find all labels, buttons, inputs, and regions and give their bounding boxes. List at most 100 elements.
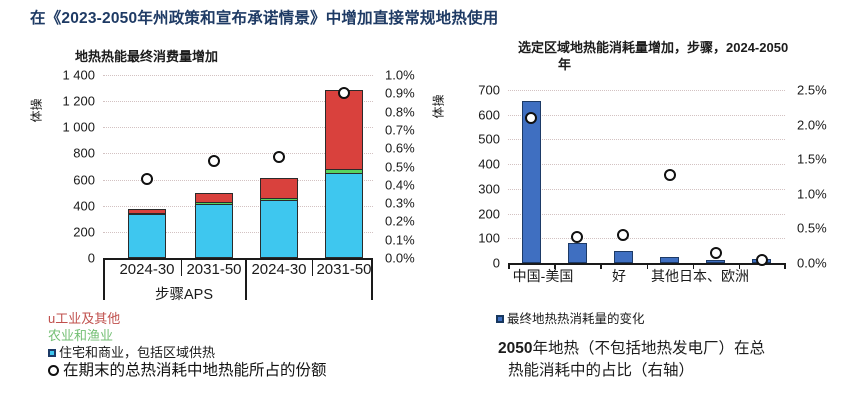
- left-plot-area: 步骤APS 0 200 400 600 800 1 000 1 200 1 400 0.0% 0.…: [62, 68, 414, 304]
- gridline: [508, 238, 785, 240]
- y-tick-label: 200: [73, 224, 95, 240]
- axis-tick: [738, 263, 741, 269]
- share-point-marker: [755, 253, 768, 266]
- gridline: [508, 90, 785, 91]
- y-tick-label: 1 400: [62, 67, 95, 83]
- stacked-bar: [195, 193, 233, 258]
- y-tick-label: 100: [478, 230, 500, 246]
- bar-segment: [260, 200, 298, 258]
- right-tick-label: 1.5%: [797, 151, 827, 167]
- right-chart-title: 选定区域地热能消耗量增加，步骤，2024-2050 年: [518, 40, 848, 74]
- bar-segment: [325, 173, 363, 258]
- right-tick-label: 1.0%: [385, 67, 415, 83]
- share-marker-icon: [48, 365, 59, 377]
- legend-item-agriculture: 农业和渔业: [48, 329, 327, 342]
- right-y-axis-label: 体操: [431, 94, 446, 119]
- share-point-marker: [571, 230, 584, 243]
- y-tick-label: 1 200: [62, 93, 95, 109]
- axis-tick: [554, 263, 556, 269]
- stacked-bar: [325, 90, 363, 258]
- axis-divider: [245, 258, 247, 300]
- bar-segment: [128, 214, 166, 258]
- right-chart: 选定区域地热能消耗量增加，步骤，2024-2050 年 体操 0 100 200 300…: [432, 40, 862, 400]
- right-tick-label: 0.3%: [385, 195, 415, 211]
- x-tick-label: 2024-30: [119, 261, 175, 278]
- gridline: [508, 114, 785, 116]
- left-chart: 地热热能最终消费量增加 体操 步骤APS 0 200 400 600 800 1 000 1…: [28, 40, 428, 400]
- gridline: [508, 139, 785, 141]
- share-point-marker: [525, 111, 538, 124]
- y-tick-label: 800: [73, 145, 95, 161]
- right-tick-label: 0.6%: [385, 140, 415, 156]
- y-tick-label: 600: [73, 172, 95, 188]
- right-tick-label: 0.8%: [385, 104, 415, 120]
- legend-item-industry: u工业及其他: [48, 312, 327, 325]
- gridline: [103, 205, 373, 207]
- bar-segment: [195, 204, 233, 258]
- right-tick-label: 0.5%: [797, 220, 827, 236]
- stacked-bar: [260, 178, 298, 258]
- y-tick-label: 0: [492, 255, 500, 271]
- bar: [706, 260, 726, 263]
- axis-tick: [180, 258, 182, 276]
- share-point-marker: [617, 229, 630, 242]
- y-tick-label: 600: [478, 107, 500, 123]
- y-tick-label: 400: [73, 198, 95, 214]
- share-point-marker: [273, 151, 285, 164]
- axis-tick: [508, 263, 510, 269]
- right-tick-label: 0.0%: [385, 250, 415, 266]
- gridline: [508, 213, 785, 215]
- y-tick-label: 300: [478, 181, 500, 197]
- group-label-steps: 步骤: [155, 287, 184, 303]
- caption-line2: 热能消耗中的占比（右轴）: [508, 362, 695, 380]
- right-tick-label: 2.0%: [797, 117, 827, 133]
- axis-tick: [692, 263, 695, 269]
- axis-divider: [103, 258, 105, 300]
- y-tick-label: 1 000: [62, 119, 95, 135]
- share-point-marker: [663, 169, 676, 182]
- x-tick-label: 好: [612, 268, 626, 284]
- right-title-line2: 年: [558, 56, 572, 72]
- axis-tick: [784, 263, 786, 269]
- gridline: [103, 179, 373, 181]
- axis-tick: [646, 263, 648, 269]
- legend-residential-label: 住宅和商业，包括区域供热: [59, 345, 216, 360]
- final-consumption-swatch-icon: [496, 315, 504, 324]
- share-point-marker: [709, 247, 722, 260]
- left-legend: u工业及其他 农业和渔业 住宅和商业，包括区域供热 在期末的总热消耗中地热能所占…: [48, 312, 327, 383]
- x-tick-label: 2031-50: [316, 261, 372, 278]
- y-tick-label: 700: [478, 82, 500, 98]
- left-x-axis-line: [103, 258, 373, 260]
- right-tick-label: 0.2%: [385, 213, 415, 229]
- x-tick-label: 其他日本、欧洲: [651, 268, 749, 284]
- y-tick-label: 0: [87, 250, 95, 266]
- right-tick-label: 0.5%: [385, 159, 415, 174]
- residential-swatch-icon: [48, 348, 56, 357]
- right-tick-label: 2.5%: [797, 82, 827, 98]
- right-tick-label: 0.0%: [797, 255, 827, 271]
- gridline: [103, 101, 373, 103]
- y-tick-label: 500: [478, 131, 500, 147]
- gridline: [103, 153, 373, 155]
- y-tick-label: 400: [478, 156, 500, 172]
- gridline: [508, 164, 785, 166]
- axis-tick: [311, 258, 313, 276]
- legend-final-consumption-label: 最终地热热消耗量的变化: [507, 312, 645, 326]
- page-title: 在《2023-2050年州政策和宣布承诺情景》中增加直接常规地热使用: [30, 10, 499, 27]
- share-point-marker: [208, 155, 220, 168]
- legend-item-residential: 住宅和商业，包括区域供热: [48, 346, 327, 359]
- y-tick-label: 200: [478, 206, 500, 222]
- bar-segment: [325, 90, 363, 170]
- left-group-labels: 步骤APS: [155, 283, 213, 304]
- caption-year: 2050: [498, 340, 533, 357]
- stacked-bar: [128, 209, 166, 258]
- right-tick-label: 1.0%: [797, 186, 827, 202]
- gridline: [103, 127, 373, 129]
- caption-line1: 年地热（不包括地热发电厂）在总: [532, 340, 765, 357]
- share-point-marker: [141, 173, 153, 186]
- legend-share-label: 在期末的总热消耗中地热能所占的份额: [63, 362, 327, 379]
- right-plot-area: 0 100 200 300 400 500 600 700 0.0% 0.5% 1.0% 1.5% 2.…: [478, 83, 826, 285]
- axis-divider: [371, 258, 373, 300]
- right-tick-label: 0.4%: [385, 177, 415, 193]
- gridline: [103, 231, 373, 233]
